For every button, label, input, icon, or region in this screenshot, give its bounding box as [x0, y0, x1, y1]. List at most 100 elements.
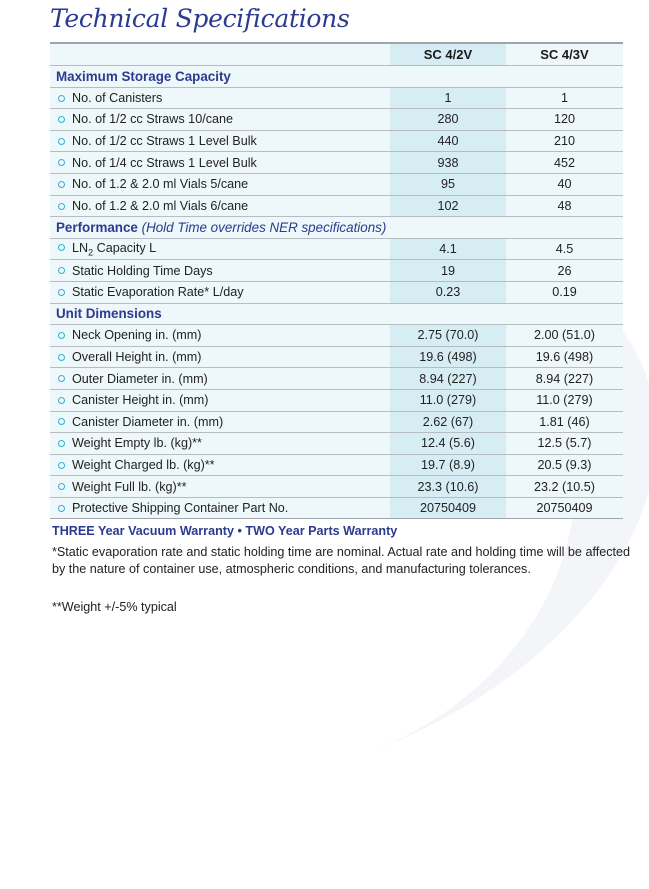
value-sc43v: 8.94 (227): [505, 367, 623, 390]
table-row: Outer Diameter in. (mm) 8.94 (227) 8.94 (2…: [50, 367, 623, 390]
row-label: Weight Empty lb. (kg)**: [50, 432, 390, 455]
section-title-text: Maximum Storage Capacity: [56, 68, 231, 84]
table-row: LN2 Capacity L 4.1 4.5: [50, 237, 623, 260]
value-sc42v: 19.6 (498): [389, 345, 506, 368]
value-sc43v: 120: [505, 108, 623, 131]
row-label: Weight Charged lb. (kg)**: [50, 453, 390, 476]
row-label: No. of 1/2 cc Straws 1 Level Bulk: [50, 129, 390, 152]
table-row: Canister Height in. (mm) 11.0 (279) 11.0 (…: [50, 388, 623, 411]
section-blank: [505, 302, 623, 325]
value-sc43v: 452: [505, 151, 623, 174]
value-sc42v: 23.3 (10.6): [389, 475, 506, 498]
section-header-row: Unit Dimensions: [50, 302, 623, 325]
bullet-icon: [58, 288, 65, 296]
value-sc43v: 26: [505, 259, 623, 282]
table-row: Overall Height in. (mm) 19.6 (498) 19.6 (4…: [50, 345, 623, 368]
section-header-row: Maximum Storage Capacity: [50, 65, 623, 88]
row-label-text: Weight Charged lb. (kg)**: [72, 457, 215, 472]
bullet-icon: [58, 137, 65, 145]
value-sc42v: 102: [389, 194, 506, 217]
value-sc43v: 2.00 (51.0): [505, 324, 623, 347]
value-sc43v: 1.81 (46): [505, 410, 623, 433]
row-label-text: Static Holding Time Days: [72, 263, 213, 278]
spec-table: SC 4/2V SC 4/3V Maximum Storage Capacity…: [50, 42, 623, 520]
row-label: No. of 1/4 cc Straws 1 Level Bulk: [50, 151, 390, 174]
row-label: Static Holding Time Days: [50, 259, 390, 282]
value-sc42v: 19.7 (8.9): [389, 453, 506, 476]
value-sc42v: 11.0 (279): [389, 388, 506, 411]
value-sc42v: 2.75 (70.0): [389, 324, 506, 347]
warranty-text: THREE Year Vacuum Warranty • TWO Year Pa…: [52, 524, 398, 538]
table-row: Static Evaporation Rate* L/day 0.23 0.19: [50, 280, 623, 304]
section-blank: [505, 216, 623, 239]
row-label: No. of Canisters: [50, 86, 390, 109]
value-sc43v: 20.5 (9.3): [505, 453, 623, 476]
value-sc43v: 48: [505, 194, 623, 217]
bullet-icon: [58, 396, 65, 404]
row-label: No. of 1/2 cc Straws 10/cane: [50, 108, 390, 131]
row-label-suffix: Capacity L: [93, 240, 157, 255]
section-blank: [389, 216, 506, 239]
footnote-weight: **Weight +/-5% typical: [52, 600, 177, 614]
value-sc43v: 23.2 (10.5): [505, 475, 623, 498]
row-label-text: Neck Opening in. (mm): [72, 328, 202, 343]
value-sc42v: 4.1: [389, 237, 506, 260]
section-blank: [389, 65, 506, 88]
value-sc42v: 938: [389, 151, 506, 174]
row-label: Overall Height in. (mm): [50, 345, 390, 368]
row-label-text: Weight Empty lb. (kg)**: [72, 436, 202, 451]
table-row: No. of 1.2 & 2.0 ml Vials 5/cane 95 40: [50, 172, 623, 196]
value-sc43v: 40: [505, 172, 623, 196]
row-label-text: Protective Shipping Container Part No.: [72, 501, 289, 516]
row-label: Outer Diameter in. (mm): [50, 367, 390, 390]
row-label: Canister Diameter in. (mm): [50, 410, 390, 433]
row-label: No. of 1.2 & 2.0 ml Vials 6/cane: [50, 194, 390, 217]
table-row: Canister Diameter in. (mm) 2.62 (67) 1.81 …: [50, 410, 623, 433]
bullet-icon: [58, 483, 65, 491]
section-title: Maximum Storage Capacity: [50, 65, 390, 88]
section-blank: [389, 302, 506, 325]
row-label-text: No. of 1/2 cc Straws 1 Level Bulk: [72, 134, 257, 149]
value-sc43v: 1: [505, 86, 623, 109]
table-row: No. of 1.2 & 2.0 ml Vials 6/cane 102 48: [50, 194, 623, 217]
section-title: Performance (Hold Time overrides NER spe…: [50, 216, 390, 239]
page-title: Technical Specifications: [50, 4, 350, 33]
value-sc43v: 20750409: [505, 496, 623, 520]
bullet-icon: [58, 94, 65, 102]
bullet-icon: [58, 504, 65, 512]
row-label-text: No. of 1/2 cc Straws 10/cane: [72, 112, 234, 127]
header-row: SC 4/2V SC 4/3V: [50, 42, 623, 66]
bullet-icon: [58, 267, 65, 275]
table-row: Protective Shipping Container Part No. 20…: [50, 496, 623, 520]
bullet-icon: [58, 159, 65, 167]
bullet-icon: [58, 461, 65, 469]
row-label: Weight Full lb. (kg)**: [50, 475, 390, 498]
table-row: Weight Empty lb. (kg)** 12.4 (5.6) 12.5 (5…: [50, 432, 623, 455]
row-label-text: Canister Diameter in. (mm): [72, 414, 224, 429]
footnote-evaporation: *Static evaporation rate and static hold…: [52, 545, 631, 576]
column-header-sc43v: SC 4/3V: [505, 42, 623, 66]
bullet-icon: [58, 244, 65, 252]
bullet-icon: [58, 353, 65, 361]
subscript: 2: [88, 247, 94, 258]
row-label-text: Weight Full lb. (kg)**: [72, 479, 187, 494]
value-sc43v: 12.5 (5.7): [505, 432, 623, 455]
row-label-text: Canister Height in. (mm): [72, 393, 209, 408]
value-sc42v: 95: [389, 172, 506, 196]
bullet-icon: [58, 116, 65, 124]
section-blank: [505, 65, 623, 88]
bullet-icon: [58, 375, 65, 383]
value-sc42v: 8.94 (227): [389, 367, 506, 390]
value-sc43v: 0.19: [505, 280, 623, 304]
value-sc43v: 11.0 (279): [505, 388, 623, 411]
row-label-text: Outer Diameter in. (mm): [72, 371, 208, 386]
row-label: Protective Shipping Container Part No.: [50, 496, 390, 520]
row-label-text: No. of Canisters: [72, 90, 163, 105]
column-header-sc42v: SC 4/2V: [389, 42, 506, 66]
table-row: No. of 1/2 cc Straws 10/cane 280 120: [50, 108, 623, 131]
bullet-icon: [58, 202, 65, 210]
section-note: (Hold Time overrides NER specifications): [141, 219, 387, 235]
bullet-icon: [58, 332, 65, 340]
header-blank: [50, 42, 390, 66]
section-title: Unit Dimensions: [50, 302, 390, 325]
